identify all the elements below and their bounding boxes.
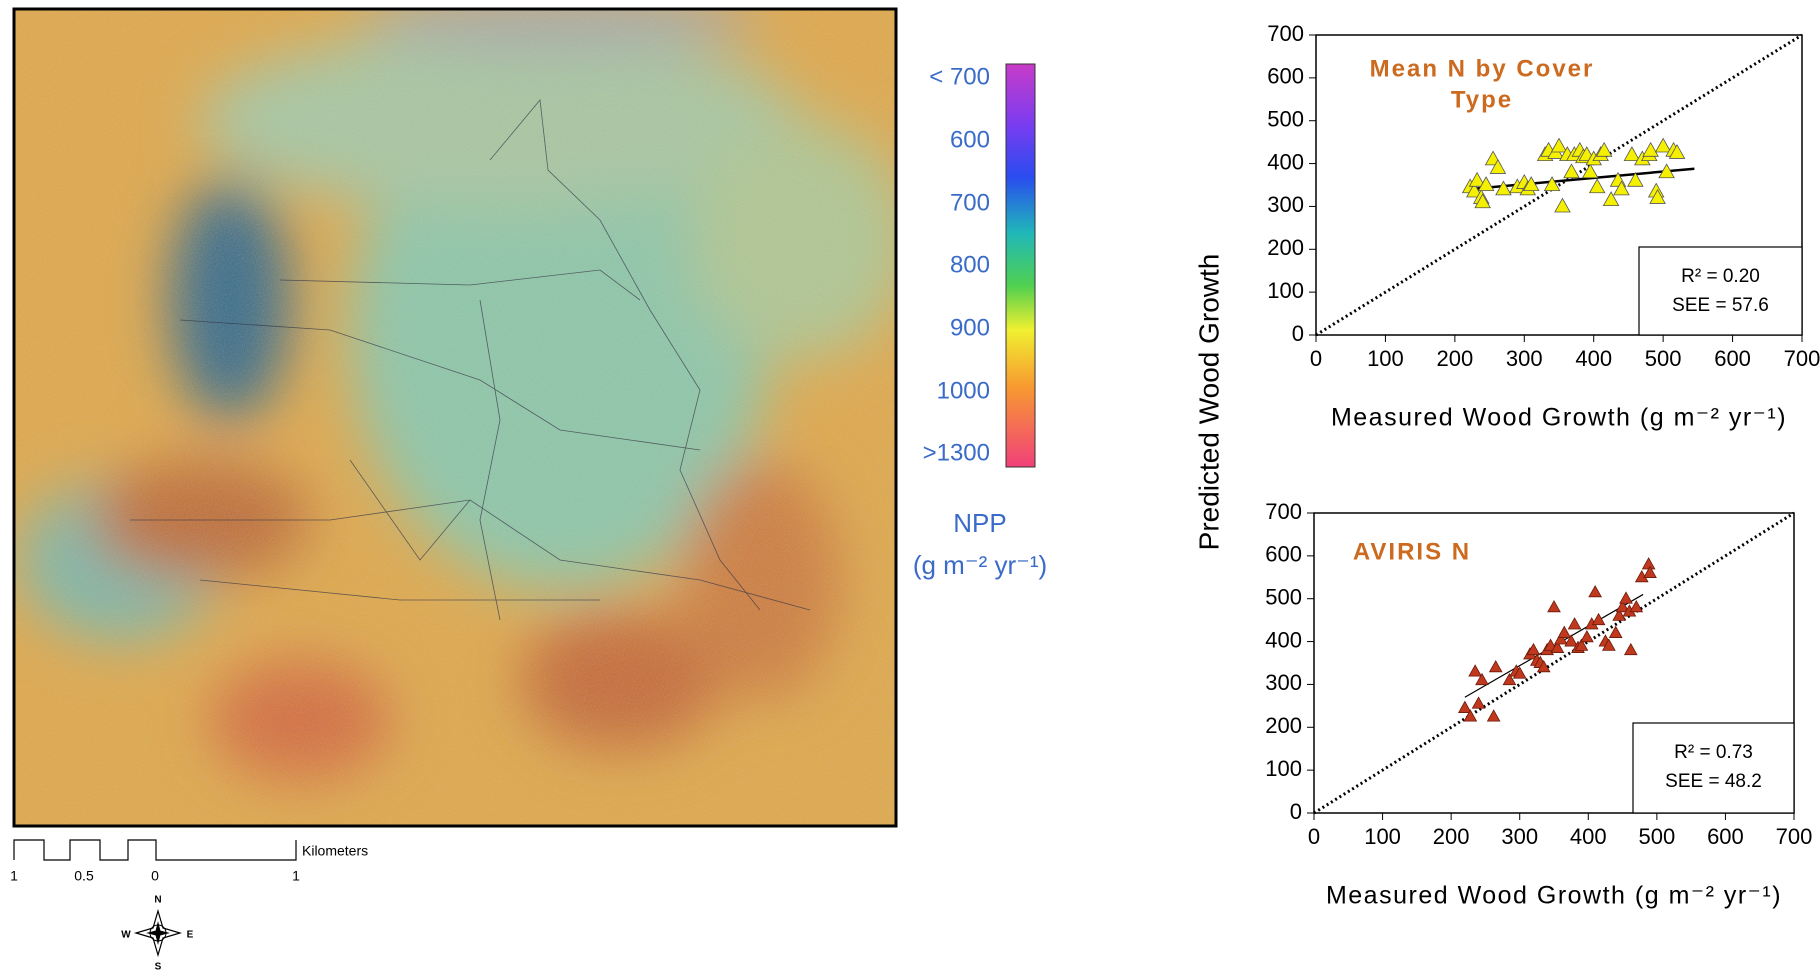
y-tick-label: 300	[1265, 670, 1302, 695]
y-tick-label: 200	[1265, 713, 1302, 738]
y-tick-label: 500	[1265, 585, 1302, 610]
data-point	[1548, 601, 1560, 612]
y-tick-label: 300	[1267, 192, 1304, 217]
x-tick-label: 700	[1776, 824, 1813, 849]
stats-text: R² = 0.20	[1681, 266, 1760, 287]
data-point	[1583, 164, 1598, 178]
data-point	[1592, 614, 1604, 625]
y-tick-label: 700	[1265, 499, 1302, 524]
y-tick-label: 0	[1290, 799, 1302, 824]
data-point	[1551, 138, 1566, 152]
y-tick-label: 700	[1267, 21, 1304, 46]
data-point	[1490, 661, 1502, 672]
x-tick-label: 100	[1364, 824, 1401, 849]
compass-label: S	[155, 962, 162, 972]
stats-text: SEE = 48.2	[1665, 771, 1762, 792]
y-tick-label: 200	[1267, 235, 1304, 260]
x-tick-label: 600	[1714, 346, 1751, 371]
colorbar-label: 700	[950, 189, 990, 216]
compass-label: E	[187, 930, 194, 941]
y-tick-label: 100	[1267, 278, 1304, 303]
x-tick-label: 300	[1506, 346, 1543, 371]
data-point	[1487, 710, 1499, 721]
data-point	[1624, 147, 1639, 161]
data-point	[1656, 138, 1671, 152]
data-point	[1459, 702, 1471, 713]
x-tick-label: 200	[1436, 346, 1473, 371]
scale-label: 0.5	[74, 868, 94, 884]
x-tick-label: 500	[1638, 824, 1675, 849]
chart-title: Mean N by Cover	[1370, 55, 1595, 82]
x-axis-label: Measured Wood Growth (g m⁻² yr⁻¹)	[1326, 882, 1782, 910]
chart-title: AVIRIS N	[1353, 538, 1471, 565]
x-axis-label: Measured Wood Growth (g m⁻² yr⁻¹)	[1331, 404, 1787, 432]
data-point	[1496, 181, 1511, 195]
colorbar	[1006, 64, 1035, 467]
scale-label: 0	[151, 868, 159, 884]
data-point	[1472, 697, 1484, 708]
x-tick-label: 400	[1575, 346, 1612, 371]
data-point	[1642, 558, 1654, 569]
colorbar-label: 1000	[937, 377, 990, 404]
compass-label: N	[154, 895, 161, 906]
data-point	[1469, 665, 1481, 676]
scale-label: 1	[10, 868, 18, 884]
colorbar-title: NPP	[953, 508, 1006, 538]
data-point	[1643, 143, 1658, 157]
data-point	[1568, 618, 1580, 629]
scale-label: 1	[292, 868, 300, 884]
stats-box	[1639, 247, 1802, 335]
scale-bar	[14, 840, 296, 860]
data-point	[1555, 198, 1570, 212]
map-image	[14, 0, 910, 826]
colorbar-label: 900	[950, 314, 990, 341]
data-point	[1564, 164, 1579, 178]
y-tick-label: 400	[1267, 149, 1304, 174]
x-tick-label: 400	[1570, 824, 1607, 849]
colorbar-label: 600	[950, 126, 990, 153]
x-tick-label: 300	[1501, 824, 1538, 849]
x-tick-label: 0	[1308, 824, 1320, 849]
colorbar-label: 800	[950, 251, 990, 278]
data-point	[1544, 177, 1559, 191]
y-axis-label: Predicted Wood Growth	[1193, 254, 1224, 551]
x-tick-label: 100	[1367, 346, 1404, 371]
compass-label: W	[121, 930, 131, 941]
data-point	[1590, 179, 1605, 193]
colorbar-label: >1300	[923, 439, 990, 466]
x-tick-label: 600	[1707, 824, 1744, 849]
data-point	[1581, 631, 1593, 642]
compass-rose	[136, 911, 180, 955]
y-tick-label: 100	[1265, 756, 1302, 781]
colorbar-label: < 700	[929, 63, 990, 90]
y-tick-label: 400	[1265, 627, 1302, 652]
stats-box	[1633, 723, 1794, 813]
y-tick-label: 600	[1265, 542, 1302, 567]
x-tick-label: 500	[1645, 346, 1682, 371]
y-tick-label: 0	[1292, 321, 1304, 346]
x-tick-label: 200	[1433, 824, 1470, 849]
page: < 7006007008009001000>1300NPP(g m⁻² yr⁻¹…	[0, 0, 1820, 972]
colorbar-title: (g m⁻² yr⁻¹)	[913, 550, 1047, 580]
figure: < 7006007008009001000>1300NPP(g m⁻² yr⁻¹…	[0, 0, 1820, 972]
chart-title: Type	[1451, 86, 1513, 113]
data-point	[1589, 586, 1601, 597]
stats-text: SEE = 57.6	[1672, 295, 1769, 316]
y-tick-label: 500	[1267, 107, 1304, 132]
x-tick-label: 0	[1310, 346, 1322, 371]
y-tick-label: 600	[1267, 64, 1304, 89]
data-point	[1625, 644, 1637, 655]
scale-unit: Kilometers	[302, 843, 368, 859]
x-tick-label: 700	[1784, 346, 1820, 371]
stats-text: R² = 0.73	[1674, 742, 1753, 763]
data-point	[1620, 592, 1632, 603]
